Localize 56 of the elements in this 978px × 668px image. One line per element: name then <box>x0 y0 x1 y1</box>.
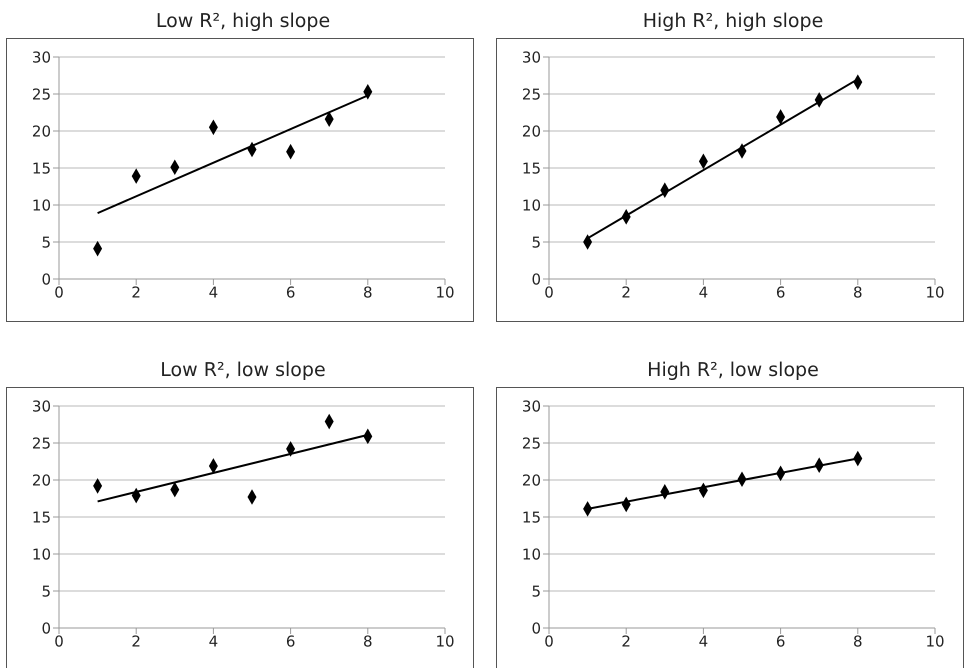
x-tick-label: 4 <box>208 632 218 651</box>
y-tick-label: 10 <box>32 196 51 214</box>
x-tick-label: 6 <box>286 632 296 651</box>
y-tick-label: 15 <box>32 508 51 526</box>
y-tick-label: 0 <box>41 270 51 288</box>
y-tick-label: 0 <box>531 270 541 288</box>
y-tick-label: 5 <box>41 582 51 600</box>
x-tick-label: 0 <box>544 284 554 302</box>
y-tick-label: 20 <box>32 122 51 140</box>
y-tick-label: 10 <box>522 196 541 214</box>
chart-title: High R², high slope <box>642 9 824 34</box>
x-tick-label: 0 <box>544 632 554 651</box>
y-tick-label: 25 <box>522 434 541 452</box>
y-tick-label: 30 <box>522 48 541 66</box>
y-tick-label: 5 <box>41 233 51 252</box>
y-tick-label: 25 <box>32 85 51 104</box>
x-tick-label: 2 <box>131 284 141 302</box>
chart-title: Low R², low slope <box>159 358 327 383</box>
y-tick-label: 20 <box>32 471 51 490</box>
y-tick-label: 10 <box>32 545 51 564</box>
x-tick-label: 8 <box>853 284 863 302</box>
y-tick-label: 15 <box>32 159 51 178</box>
x-tick-label: 10 <box>435 632 455 651</box>
x-tick-label: 4 <box>208 284 218 302</box>
y-tick-label: 0 <box>41 619 51 638</box>
y-tick-label: 30 <box>32 397 51 416</box>
y-tick-label: 0 <box>531 619 541 638</box>
x-tick-label: 6 <box>776 632 786 651</box>
y-tick-label: 30 <box>32 48 51 66</box>
x-tick-label: 4 <box>698 284 708 302</box>
x-tick-label: 10 <box>925 284 945 302</box>
y-tick-label: 5 <box>531 233 541 252</box>
x-tick-label: 0 <box>54 284 64 302</box>
y-tick-label: 5 <box>531 582 541 600</box>
y-tick-label: 20 <box>522 122 541 140</box>
x-tick-label: 2 <box>621 632 631 651</box>
x-tick-label: 4 <box>698 632 708 651</box>
x-tick-label: 8 <box>853 632 863 651</box>
x-tick-label: 10 <box>435 284 455 302</box>
y-tick-label: 10 <box>522 545 541 564</box>
x-tick-label: 8 <box>363 284 373 302</box>
x-tick-label: 6 <box>286 284 296 302</box>
chart-title: Low R², high slope <box>154 9 332 34</box>
x-tick-label: 2 <box>131 632 141 651</box>
y-tick-label: 30 <box>522 397 541 416</box>
y-tick-label: 15 <box>522 159 541 178</box>
y-tick-label: 15 <box>522 508 541 526</box>
x-tick-label: 6 <box>776 284 786 302</box>
x-tick-label: 8 <box>363 632 373 651</box>
x-tick-label: 0 <box>54 632 64 651</box>
y-tick-label: 25 <box>32 434 51 452</box>
chart-title: High R², low slope <box>646 358 820 383</box>
y-tick-label: 20 <box>522 471 541 490</box>
x-tick-label: 2 <box>621 284 631 302</box>
y-tick-label: 25 <box>522 85 541 104</box>
x-tick-label: 10 <box>925 632 945 651</box>
